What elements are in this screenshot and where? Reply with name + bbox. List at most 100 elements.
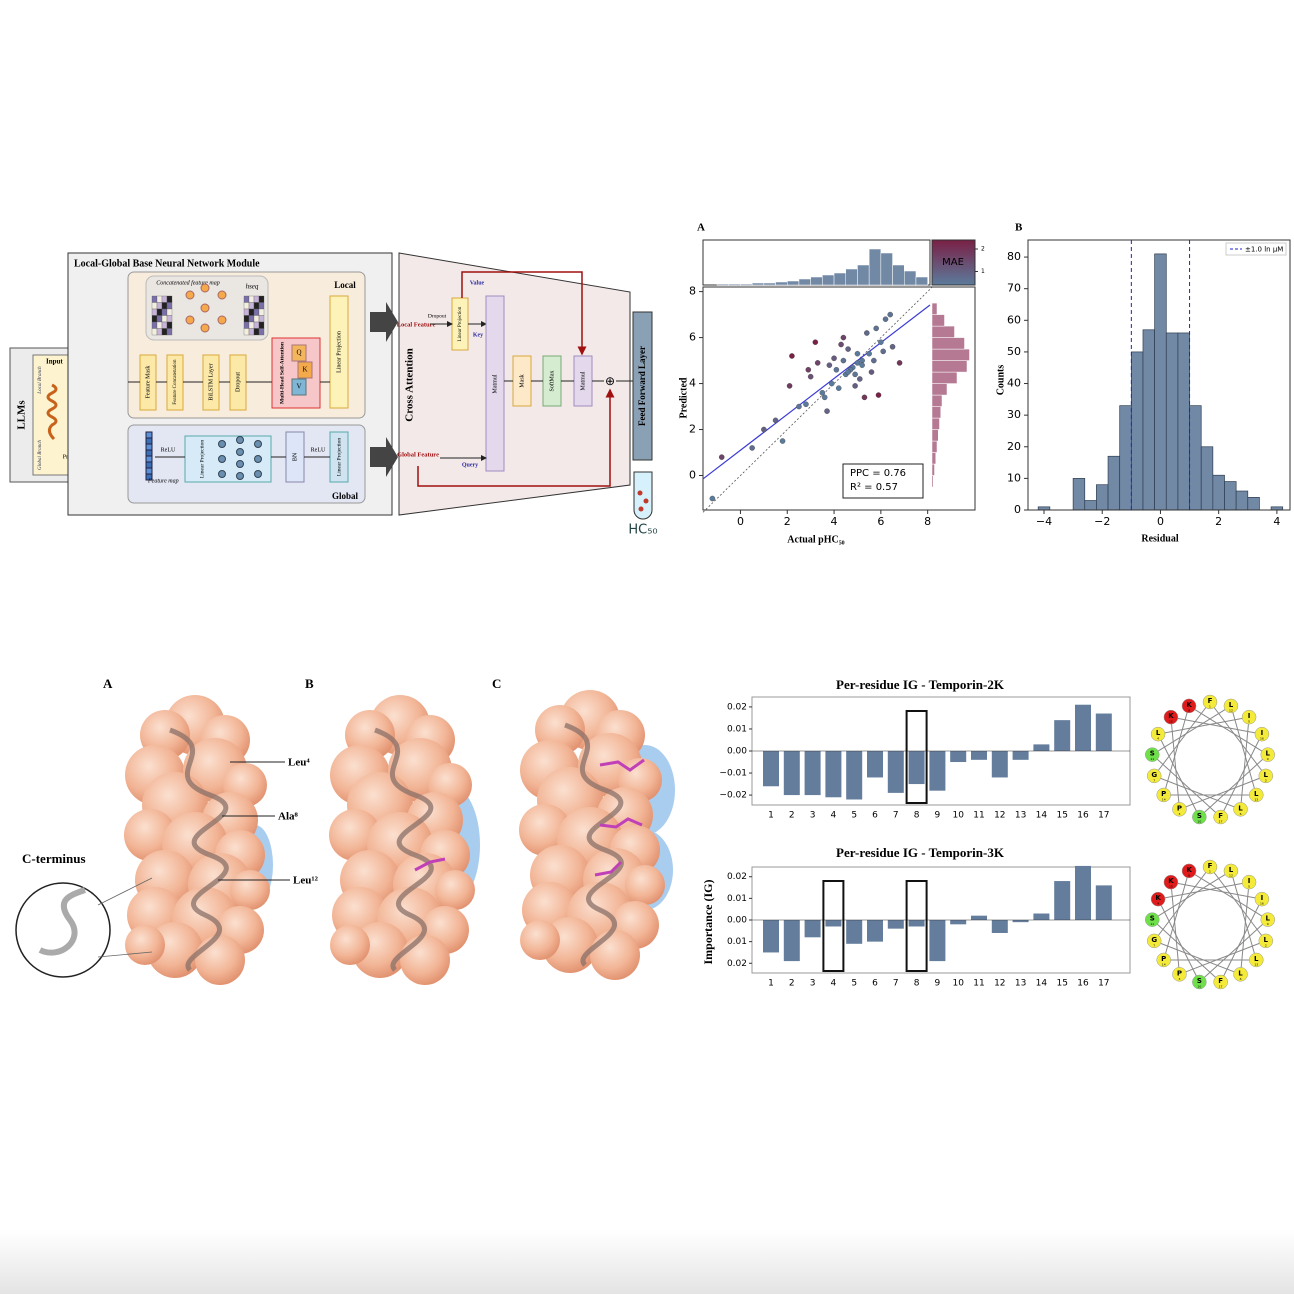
wheel-chord — [1209, 701, 1267, 777]
mask-label: Mask — [519, 374, 525, 387]
net-node — [236, 460, 244, 468]
wheel-chord — [1240, 882, 1250, 975]
right-hist-bar — [931, 314, 945, 327]
grid-cell — [253, 308, 260, 316]
point — [857, 376, 863, 382]
local-label: Local — [334, 280, 356, 290]
q-label: Q — [296, 349, 301, 357]
y-tick-label: 0.01 — [727, 894, 747, 904]
point — [840, 334, 847, 341]
grid-cell — [156, 328, 163, 336]
x-tick-label: 13 — [1015, 979, 1026, 989]
residue-letter: F — [1218, 977, 1223, 985]
fmap-cell — [145, 431, 153, 439]
x-tick-label: 1 — [768, 811, 774, 821]
residue — [1181, 698, 1197, 714]
residue-number: 7 — [1153, 778, 1155, 782]
x-tick-label: 0 — [1157, 515, 1164, 528]
point — [789, 353, 795, 359]
softmax-label: SoftMax — [548, 371, 555, 392]
residue — [1192, 809, 1207, 825]
point — [828, 380, 835, 387]
residue-number: 2 — [1265, 943, 1267, 947]
x-tick-label: 17 — [1098, 811, 1109, 821]
net-node — [254, 455, 262, 463]
x-tick-label: 4 — [831, 515, 838, 528]
top-hist-bar — [810, 276, 823, 286]
residue-letter: L — [1264, 771, 1269, 779]
fmap-cell — [145, 443, 153, 451]
grid-cell — [166, 308, 173, 316]
global-branch-label: Global Branch — [38, 440, 43, 470]
point — [859, 362, 865, 368]
grid-cell — [248, 328, 255, 336]
fmap-cell — [145, 455, 153, 463]
bar — [825, 751, 842, 798]
residue-number: 11 — [1150, 922, 1154, 926]
grid-cell — [243, 315, 250, 323]
matmul-block — [485, 295, 505, 472]
net-node — [200, 303, 210, 313]
x-tick-label: 13 — [1015, 811, 1026, 821]
bar — [846, 751, 863, 800]
hist-bar — [1096, 484, 1109, 511]
x-tick-label: 3 — [810, 979, 816, 989]
x-tick-label: 17 — [1098, 979, 1109, 989]
point — [803, 401, 809, 407]
right-hist-bar — [931, 337, 965, 350]
residue-letter: L — [1238, 969, 1243, 977]
grid-cell — [253, 315, 260, 323]
residue-letter: L — [1266, 915, 1271, 923]
hist-bar — [1200, 446, 1214, 511]
point — [749, 445, 755, 451]
net-node — [217, 315, 227, 325]
colorbar-label: MAE — [942, 257, 964, 268]
residue-number: 5 — [1248, 720, 1250, 724]
point — [887, 311, 893, 318]
point — [819, 390, 826, 396]
bar — [991, 920, 1008, 933]
panel-label: B — [305, 676, 314, 691]
point — [866, 350, 872, 357]
bar — [1095, 713, 1112, 751]
top-hist-bar — [833, 272, 847, 286]
wheel-chord — [1154, 940, 1241, 975]
bar — [1075, 865, 1091, 920]
grid-cell — [253, 321, 260, 329]
helix-ribbon — [169, 727, 229, 972]
right-hist-bar — [931, 406, 941, 419]
hist-bar — [1154, 253, 1167, 511]
point — [807, 373, 814, 380]
surface — [590, 930, 640, 980]
grid-cell — [258, 295, 265, 303]
residue — [1241, 709, 1257, 725]
point — [845, 346, 851, 352]
x-tick-label: 10 — [952, 811, 964, 821]
wheel-chord — [1151, 919, 1221, 983]
big-arrow — [370, 437, 398, 477]
annotation-box — [842, 463, 924, 499]
right-hist-bar — [931, 440, 938, 453]
point — [824, 408, 830, 414]
residue-number: 9 — [1267, 757, 1269, 761]
residue-label: Leu⁴ — [288, 757, 310, 769]
bar — [908, 751, 925, 785]
grid-cell — [248, 308, 255, 316]
hist-bar — [1224, 481, 1237, 511]
grid-cell — [156, 295, 163, 303]
wheel-chord — [1153, 866, 1211, 942]
architecture-diagram: LLMs Input Local Branch Global Branch Pr… — [9, 252, 658, 538]
big-arrow — [370, 302, 398, 342]
hist-bar — [1072, 478, 1086, 511]
hist-bar — [1165, 332, 1179, 511]
fmap-cell — [145, 473, 153, 481]
right-hist-bar — [931, 475, 934, 488]
y-axis-label: Importance (IG) — [701, 880, 715, 965]
net-node — [200, 283, 210, 293]
linear-proj-label: Linear Projection — [199, 440, 205, 479]
plot-frame — [1027, 239, 1291, 511]
bar — [1054, 720, 1071, 751]
residue — [1249, 787, 1264, 803]
point — [868, 369, 875, 375]
